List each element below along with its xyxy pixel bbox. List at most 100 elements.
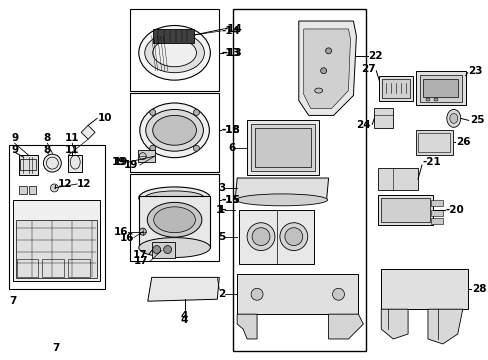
Bar xyxy=(237,274,358,314)
Ellipse shape xyxy=(152,246,161,253)
Text: 22: 22 xyxy=(367,51,382,61)
Ellipse shape xyxy=(149,145,155,151)
Text: -14: -14 xyxy=(223,24,242,34)
Text: -18: -18 xyxy=(221,125,240,135)
Bar xyxy=(239,210,313,265)
Text: 27: 27 xyxy=(360,64,374,74)
Ellipse shape xyxy=(43,154,61,172)
Ellipse shape xyxy=(236,194,327,206)
Bar xyxy=(20,159,37,170)
Polygon shape xyxy=(427,309,462,344)
Ellipse shape xyxy=(144,191,204,205)
Polygon shape xyxy=(303,29,350,108)
Bar xyxy=(430,218,442,224)
Text: 11: 11 xyxy=(65,145,80,155)
Bar xyxy=(419,75,461,102)
Text: -14: -14 xyxy=(221,26,240,36)
Ellipse shape xyxy=(314,88,322,93)
Bar xyxy=(430,200,442,206)
Polygon shape xyxy=(81,125,95,139)
Polygon shape xyxy=(298,21,356,116)
Text: 4: 4 xyxy=(181,315,188,325)
Ellipse shape xyxy=(433,98,437,101)
Text: -18: -18 xyxy=(221,125,240,135)
Ellipse shape xyxy=(320,68,326,74)
Ellipse shape xyxy=(446,109,460,127)
Text: -13: -13 xyxy=(223,48,242,58)
Text: 23: 23 xyxy=(467,66,481,76)
Text: 1-: 1- xyxy=(215,205,227,215)
Bar xyxy=(378,168,417,190)
Bar xyxy=(42,260,64,277)
Text: 26: 26 xyxy=(455,137,469,147)
Ellipse shape xyxy=(246,223,274,251)
Bar xyxy=(152,29,194,43)
Ellipse shape xyxy=(325,48,331,54)
Bar xyxy=(28,186,37,194)
Bar xyxy=(13,200,100,282)
Polygon shape xyxy=(328,314,363,339)
Text: 5: 5 xyxy=(218,231,225,242)
Ellipse shape xyxy=(252,228,269,246)
Bar xyxy=(373,108,392,128)
Bar xyxy=(130,93,219,172)
Ellipse shape xyxy=(139,187,210,209)
Text: -21: -21 xyxy=(422,157,441,167)
Polygon shape xyxy=(235,178,328,200)
Polygon shape xyxy=(381,309,407,339)
Ellipse shape xyxy=(152,39,196,67)
Text: 10: 10 xyxy=(98,113,112,123)
Text: -15: -15 xyxy=(221,195,240,205)
Bar xyxy=(130,9,219,91)
Text: 9: 9 xyxy=(11,133,18,143)
Ellipse shape xyxy=(193,145,199,151)
Text: 3: 3 xyxy=(218,183,225,193)
Bar xyxy=(246,120,318,175)
Bar xyxy=(17,260,39,277)
Bar xyxy=(9,145,105,289)
Bar xyxy=(415,71,465,105)
Text: 12: 12 xyxy=(77,179,92,189)
Text: 16: 16 xyxy=(119,233,134,243)
Ellipse shape xyxy=(139,228,146,235)
Text: 28: 28 xyxy=(471,284,485,294)
Text: 24: 24 xyxy=(355,120,369,130)
Ellipse shape xyxy=(163,246,171,253)
Text: 19: 19 xyxy=(111,157,125,167)
Bar xyxy=(381,269,467,309)
Polygon shape xyxy=(237,314,257,339)
Bar xyxy=(379,76,412,100)
Text: 9: 9 xyxy=(11,145,18,155)
Ellipse shape xyxy=(250,288,263,300)
Bar xyxy=(19,186,26,194)
Bar xyxy=(378,195,432,225)
Ellipse shape xyxy=(332,288,344,300)
Ellipse shape xyxy=(152,116,196,145)
Ellipse shape xyxy=(149,109,155,116)
Text: 17: 17 xyxy=(133,249,147,260)
Ellipse shape xyxy=(449,113,457,123)
Bar xyxy=(415,130,452,155)
Bar xyxy=(151,242,174,257)
Text: 25: 25 xyxy=(469,116,483,125)
Text: 16: 16 xyxy=(113,227,128,237)
Text: -15: -15 xyxy=(221,195,240,205)
Ellipse shape xyxy=(279,223,307,251)
Bar xyxy=(255,128,310,167)
Text: 6: 6 xyxy=(227,143,235,153)
Polygon shape xyxy=(147,277,219,301)
Text: 12: 12 xyxy=(57,179,72,189)
Ellipse shape xyxy=(140,103,209,158)
Ellipse shape xyxy=(425,98,429,101)
Bar xyxy=(422,78,457,96)
Bar xyxy=(16,220,97,278)
Ellipse shape xyxy=(145,109,203,151)
Text: 1: 1 xyxy=(218,205,225,215)
Bar xyxy=(382,78,409,98)
Ellipse shape xyxy=(193,109,199,116)
Text: 8: 8 xyxy=(44,145,51,155)
Bar xyxy=(139,196,210,248)
Bar xyxy=(233,9,366,351)
Text: 19: 19 xyxy=(113,157,128,167)
Ellipse shape xyxy=(153,207,195,233)
